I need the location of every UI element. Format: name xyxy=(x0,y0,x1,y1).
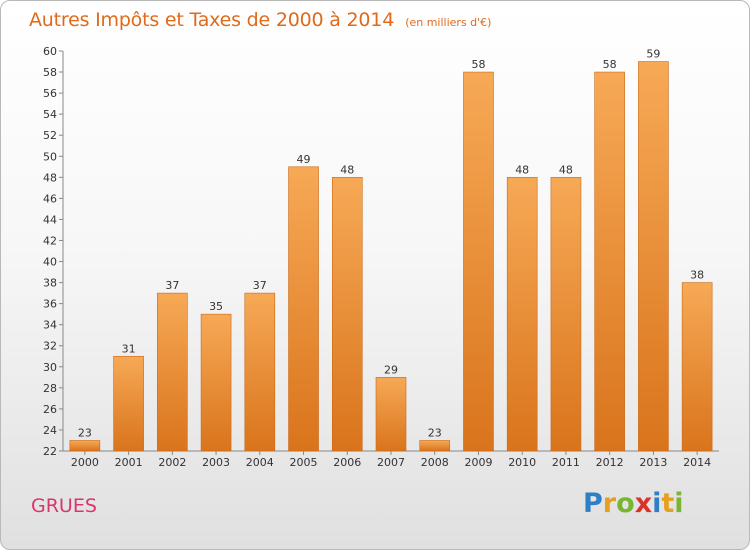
y-tick-label: 50 xyxy=(43,150,57,163)
bar-value-label: 59 xyxy=(646,48,660,61)
bar xyxy=(244,292,276,452)
bar xyxy=(375,377,407,452)
x-tick-label: 2011 xyxy=(552,456,580,469)
x-tick-label: 2004 xyxy=(246,456,274,469)
bar-value-label: 31 xyxy=(122,342,136,355)
bar xyxy=(506,177,538,452)
logo-letter: i xyxy=(652,488,662,519)
bar-value-label: 49 xyxy=(297,153,311,166)
bar xyxy=(594,71,625,452)
bar xyxy=(157,292,188,452)
x-tick-label: 2013 xyxy=(639,456,667,469)
bar xyxy=(419,440,451,452)
chart-title-text: Autres Impôts et Taxes de 2000 à 2014 xyxy=(29,9,395,31)
y-tick-label: 26 xyxy=(43,403,57,416)
bar-value-label: 58 xyxy=(603,58,617,71)
bar xyxy=(638,61,669,452)
bar-value-label: 37 xyxy=(165,279,179,292)
y-tick-label: 46 xyxy=(43,192,57,205)
bar-chart: 22 24 26 28 30 32 34 36 38 40 42 44 46 48 50 52 54 56 58 60… xyxy=(43,45,719,469)
logo-letter: o xyxy=(616,488,635,519)
x-tick-label: 2005 xyxy=(290,456,318,469)
logo-letter: P xyxy=(583,488,603,519)
y-tick-label: 48 xyxy=(43,171,57,184)
y-tick-label: 32 xyxy=(43,340,57,353)
y-tick-label: 28 xyxy=(43,382,57,395)
proxiti-logo: Proxiti xyxy=(583,488,684,519)
y-tick-label: 38 xyxy=(43,277,57,290)
bar xyxy=(69,440,101,452)
bar-value-label: 37 xyxy=(253,279,267,292)
place-name: GRUES xyxy=(31,495,97,517)
x-tick-label: 2008 xyxy=(421,456,449,469)
y-tick-label: 54 xyxy=(43,108,57,121)
bar-value-label: 35 xyxy=(209,300,223,313)
y-tick-label: 44 xyxy=(43,213,57,226)
y-tick-label: 42 xyxy=(43,234,57,247)
bar xyxy=(113,355,144,452)
chart-title: Autres Impôts et Taxes de 2000 à 2014 (e… xyxy=(29,9,491,31)
bar-value-label: 48 xyxy=(515,163,529,176)
bar-value-label: 38 xyxy=(690,269,704,282)
y-tick-label: 56 xyxy=(43,87,57,100)
bar xyxy=(288,166,319,452)
y-tick-label: 22 xyxy=(43,445,57,458)
bar-value-label: 23 xyxy=(78,426,92,439)
x-tick-label: 2006 xyxy=(333,456,361,469)
y-tick-label: 24 xyxy=(43,424,57,437)
bar xyxy=(463,71,494,452)
bar-value-label: 58 xyxy=(471,58,485,71)
x-tick-label: 2000 xyxy=(71,456,99,469)
y-tick-label: 36 xyxy=(43,298,57,311)
x-tick-label: 2009 xyxy=(464,456,492,469)
bar-value-label: 29 xyxy=(384,363,398,376)
bar xyxy=(550,177,582,452)
logo-letter: i xyxy=(674,488,684,519)
y-tick-label: 60 xyxy=(43,45,57,58)
logo-letter: t xyxy=(661,488,675,519)
y-tick-label: 58 xyxy=(43,66,57,79)
bar-value-label: 23 xyxy=(428,426,442,439)
x-tick-label: 2010 xyxy=(508,456,536,469)
y-tick-label: 34 xyxy=(43,319,57,332)
x-tick-label: 2001 xyxy=(115,456,143,469)
x-tick-label: 2014 xyxy=(683,456,711,469)
logo-letter: r xyxy=(602,488,617,519)
bar xyxy=(331,177,363,452)
bar xyxy=(200,313,232,452)
bar-value-label: 48 xyxy=(559,163,573,176)
y-tick-label: 30 xyxy=(43,361,57,374)
x-tick-label: 2012 xyxy=(596,456,624,469)
y-tick-label: 52 xyxy=(43,129,57,142)
chart-title-unit: (en milliers d'€) xyxy=(405,16,492,29)
y-tick-label: 40 xyxy=(43,256,57,269)
x-tick-label: 2002 xyxy=(158,456,186,469)
x-tick-label: 2007 xyxy=(377,456,405,469)
x-tick-label: 2003 xyxy=(202,456,230,469)
bar xyxy=(681,282,713,452)
bar-value-label: 48 xyxy=(340,163,354,176)
logo-letter: x xyxy=(634,488,653,519)
